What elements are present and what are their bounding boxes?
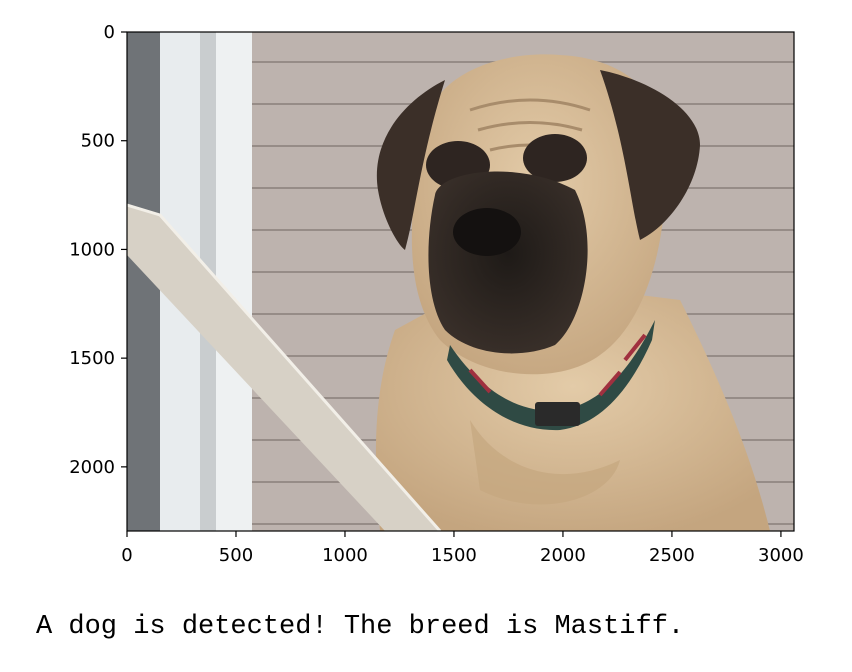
y-axis: 0 500 1000 1500 2000	[69, 22, 127, 478]
y-tick-label: 1000	[69, 239, 115, 260]
x-axis: 0 500 1000 1500 2000 2500 3000	[121, 531, 804, 566]
y-tick-label: 1500	[69, 348, 115, 369]
dog-collar	[447, 320, 655, 431]
dog-photo	[127, 32, 794, 531]
x-tick-label: 1500	[431, 545, 477, 566]
x-tick-label: 500	[219, 545, 253, 566]
x-tick-label: 1000	[322, 545, 368, 566]
y-tick-label: 2000	[69, 457, 115, 478]
x-tick-label: 2000	[540, 545, 586, 566]
dog-collar-buckle	[535, 402, 580, 426]
dog-muzzle	[428, 171, 588, 354]
dog-collar-pattern	[468, 333, 647, 397]
wooden-rail-edge	[127, 203, 442, 531]
dog-ear-right	[600, 70, 700, 240]
x-tick-label: 0	[121, 545, 132, 566]
x-tick-label: 2500	[649, 545, 695, 566]
dog-chest-shadow	[470, 420, 620, 505]
dog-ear-left	[376, 80, 445, 250]
axes-frame	[126, 31, 795, 532]
dog-eye-right	[523, 134, 587, 182]
y-tick-label: 0	[104, 22, 115, 43]
white-trim-outer	[216, 32, 252, 531]
dog-nose	[453, 208, 521, 256]
image-plot: 0 500 1000 1500 2000 2500 3000 0 500 1000 1500 200…	[69, 22, 804, 566]
wooden-rail	[127, 205, 440, 531]
x-tick-label: 3000	[758, 545, 804, 566]
y-tick-label: 500	[81, 131, 115, 152]
result-text: A dog is detected! The breed is Mastiff.	[36, 612, 685, 642]
